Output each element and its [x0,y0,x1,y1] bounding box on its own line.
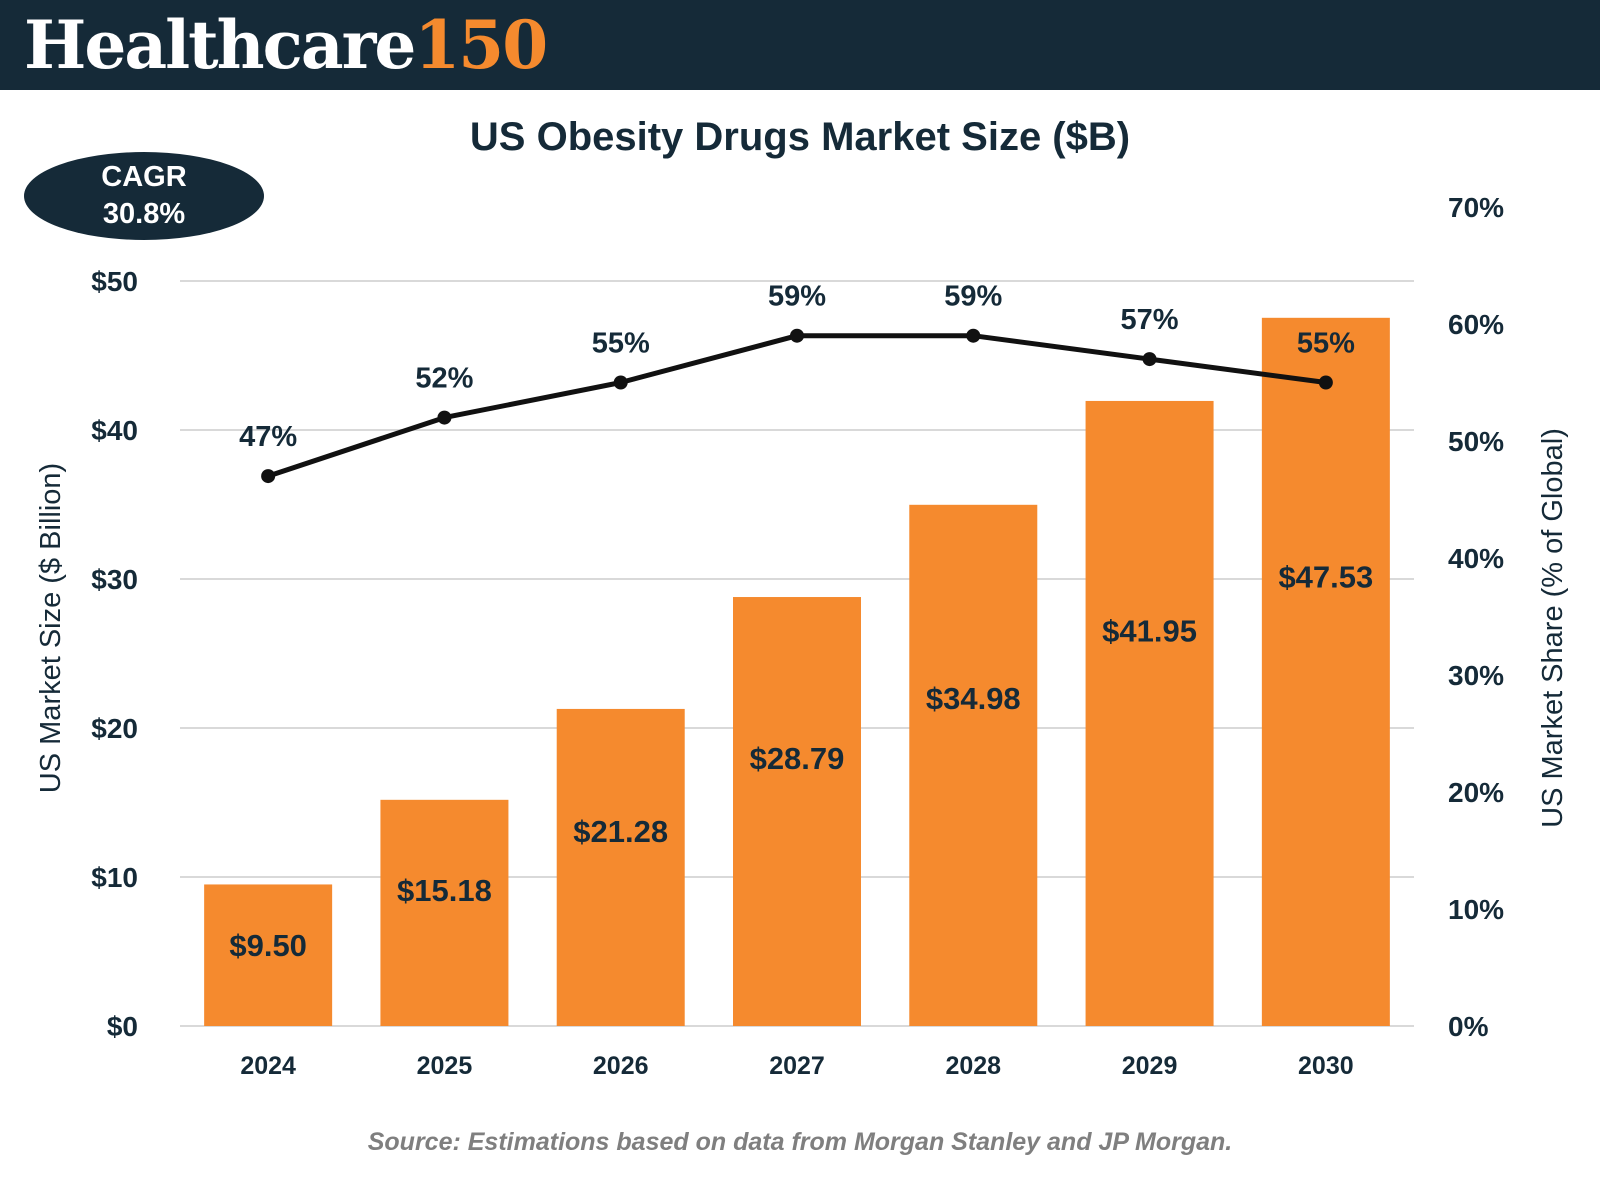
y-tick-label: $40 [91,415,138,446]
header-bar: Healthcare150 [0,0,1600,90]
share-point [1142,352,1157,367]
y2-tick-label: 0% [1448,1011,1489,1042]
bar-data-label: $34.98 [926,681,1021,716]
bar-data-label: $21.28 [573,814,668,849]
y2-tick-label: 10% [1448,894,1504,925]
x-tick-label: 2025 [417,1052,473,1080]
x-tick-label: 2026 [593,1052,649,1080]
share-data-label: 59% [944,281,1002,313]
y-tick-label: $10 [91,862,138,893]
share-data-label: 59% [768,281,826,313]
cagr-value: 30.8% [102,198,186,230]
share-data-label: 52% [415,363,473,395]
cagr-badge: CAGR 30.8% [24,152,264,240]
bar-data-label: $9.50 [229,928,307,963]
y2-axis-title: US Market Share (% of Global) [1537,428,1569,828]
cagr-label: CAGR [101,161,187,193]
bar [909,504,1038,1027]
y2-tick-label: 60% [1448,309,1504,340]
y-tick-label: $0 [107,1011,138,1042]
x-tick-label: 2027 [769,1052,825,1080]
y2-tick-label: 40% [1448,543,1504,574]
bar-data-label: $28.79 [750,741,845,776]
share-data-label: 57% [1121,304,1179,336]
y2-tick-label: 70% [1448,192,1504,223]
x-tick-label: 2024 [240,1052,296,1080]
y2-tick-label: 20% [1448,777,1504,808]
share-point [790,328,804,343]
y2-tick-label: 50% [1448,426,1504,457]
bar [380,799,509,1026]
brand-name: Healthcare [24,6,416,84]
share-data-label: 55% [592,328,650,360]
bar [204,884,333,1026]
bar [1261,317,1390,1027]
share-point [613,375,628,390]
y-axis-title: US Market Size ($ Billion) [35,463,67,793]
bar [556,708,685,1026]
share-data-label: 55% [1297,328,1355,360]
bar-data-label: $15.18 [397,873,492,908]
share-point [261,469,276,484]
brand-number: 150 [414,6,548,84]
share-data-label: 47% [239,421,297,453]
share-point [966,328,981,343]
x-tick-label: 2029 [1122,1052,1178,1080]
share-point [1318,375,1333,390]
y-tick-label: $50 [91,266,138,297]
bar-data-label: $47.53 [1278,560,1373,595]
y-tick-label: $30 [91,564,138,595]
y-tick-label: $20 [91,713,138,744]
x-tick-label: 2030 [1298,1052,1354,1080]
bar [1085,400,1214,1026]
chart-title: US Obesity Drugs Market Size ($B) [469,115,1131,159]
x-tick-label: 2028 [945,1052,1001,1080]
share-point [437,410,452,425]
y2-tick-label: 30% [1448,660,1504,691]
bar-data-label: $41.95 [1102,614,1197,649]
brand-logo: Healthcare150 [24,4,548,86]
bar [733,597,861,1026]
source-note: Source: Estimations based on data from M… [367,1128,1233,1156]
